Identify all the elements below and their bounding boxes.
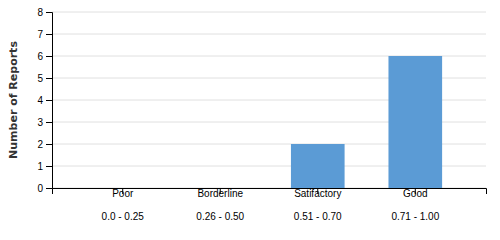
y-tick-label: 0 <box>37 183 43 194</box>
y-tick: 2 <box>37 139 52 150</box>
y-tick-mark <box>46 166 52 167</box>
bars <box>291 56 442 188</box>
y-tick-mark <box>46 12 52 13</box>
y-tick-mark <box>46 144 52 145</box>
y-axis: 0 1 2 3 4 5 6 7 8 <box>37 7 52 194</box>
y-tick-label: 8 <box>37 7 43 18</box>
y-tick-mark <box>46 34 52 35</box>
x-tick: Borderline 0.26 - 0.50 <box>196 188 244 222</box>
plot: 0 1 2 3 4 5 6 7 8 Poor 0.0 - 0.25 Borderline 0.26 - … <box>37 7 486 222</box>
y-tick-mark <box>46 100 52 101</box>
y-tick: 6 <box>37 51 52 62</box>
grid <box>52 12 486 188</box>
y-tick: 1 <box>37 161 52 172</box>
y-tick-label: 7 <box>37 29 43 40</box>
x-tick-label: Poor 0.0 - 0.25 <box>102 188 145 222</box>
y-tick: 8 <box>37 7 52 18</box>
y-tick-label: 5 <box>37 73 43 84</box>
y-tick: 4 <box>37 95 52 106</box>
y-tick-mark <box>46 188 52 189</box>
chart: 0 1 2 3 4 5 6 7 8 Poor 0.0 - 0.25 Borderline 0.26 - … <box>0 0 500 240</box>
category-label: Good <box>403 188 427 199</box>
x-axis: Poor 0.0 - 0.25 Borderline 0.26 - 0.50 Satif… <box>53 188 487 222</box>
x-tick-label: Borderline 0.26 - 0.50 <box>196 188 244 222</box>
y-tick-mark <box>46 122 52 123</box>
bar <box>388 56 442 188</box>
y-tick-mark <box>46 56 52 57</box>
category-label: Poor <box>112 188 134 199</box>
grid-line <box>52 34 486 35</box>
y-tick-label: 4 <box>37 95 43 106</box>
y-axis-line <box>46 13 53 189</box>
y-tick-label: 3 <box>37 117 43 128</box>
y-tick-mark <box>46 78 52 79</box>
x-tick-label: Good 0.71 - 1.00 <box>391 188 439 222</box>
category-label: Borderline <box>197 188 243 199</box>
y-tick-label: 1 <box>37 161 43 172</box>
subcategory-label: 0.71 - 1.00 <box>391 211 439 222</box>
y-tick-label: 6 <box>37 51 43 62</box>
y-tick: 7 <box>37 29 52 40</box>
subcategory-label: 0.0 - 0.25 <box>102 211 145 222</box>
x-tick: Poor 0.0 - 0.25 <box>102 188 145 222</box>
x-tick: Good 0.71 - 1.00 <box>391 188 439 222</box>
y-axis-title: Number of Reports <box>7 41 20 159</box>
subcategory-label: 0.51 - 0.70 <box>294 211 342 222</box>
x-tick-label: Satifactory 0.51 - 0.70 <box>294 188 342 222</box>
y-tick: 0 <box>37 183 52 194</box>
y-tick: 5 <box>37 73 52 84</box>
category-label: Satifactory <box>294 188 341 199</box>
y-tick-label: 2 <box>37 139 43 150</box>
subcategory-label: 0.26 - 0.50 <box>196 211 244 222</box>
y-tick: 3 <box>37 117 52 128</box>
grid-line <box>52 12 486 13</box>
x-tick: Satifactory 0.51 - 0.70 <box>294 188 342 222</box>
bar <box>291 144 345 188</box>
